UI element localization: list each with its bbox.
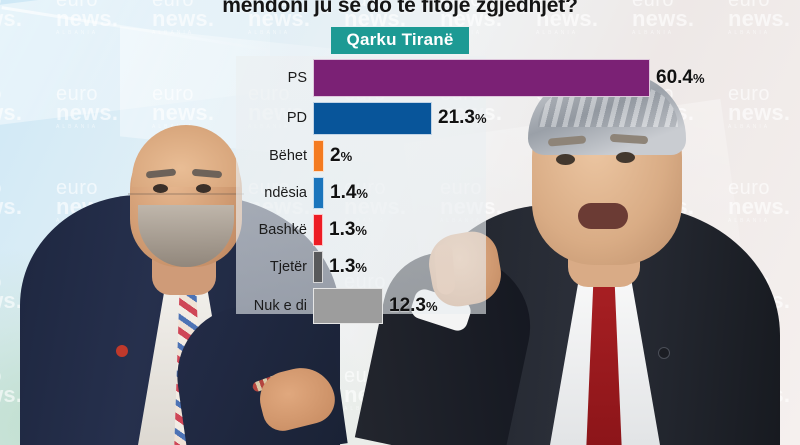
person-left-glasses [128,193,244,195]
bar-value: 1.3% [329,218,367,240]
person-right-lapel-mic [658,347,670,359]
person-right-eye-left [556,154,575,165]
bar-pd [313,101,432,135]
chart-row: PD 21.3% [0,99,800,137]
chart-row: ndësia 1.4% [0,174,800,211]
bar-label: Bashkë [258,221,307,238]
person-left-lapel-pin [116,345,128,357]
bar-label: Bëhet [269,147,307,164]
chart-row: PS 60.4% [0,56,800,99]
bar-label: ndësia [264,184,307,201]
chart-backdrop-panel [236,56,486,314]
bar-tjetër [313,250,323,283]
bar-and-value: 12.3% [313,287,438,324]
bar-value: 1.4% [330,181,368,203]
poll-region-banner: Qarku Tiranë [0,27,800,54]
bar-and-value: 1.3% [313,213,367,246]
person-left-eye-left [153,184,168,193]
bar-label: PD [286,110,307,126]
bar-and-value: 1.4% [313,176,368,209]
person-right [354,15,780,445]
bar-value: 12.3% [389,294,438,316]
bar-value: 1.3% [329,255,367,277]
poll-graphic-overlay: mendoni ju se do të fitojë zgjedhjet? Qa… [0,0,800,324]
bar-and-value: 1.3% [313,250,367,283]
bar-nuk-e-di [313,287,383,324]
bar-bashkë [313,213,323,246]
bar-label: Tjetër [269,258,307,275]
bar-and-value: 60.4% [313,58,705,97]
bar-ndësia [313,176,324,209]
bar-ps [313,58,650,97]
bar-label: Nuk e di [253,297,307,314]
poll-question-title: mendoni ju se do të fitojë zgjedhjet? [222,0,578,17]
chart-row: Bashkë 1.3% [0,211,800,248]
bar-value: 2% [330,144,353,166]
person-left [20,70,348,445]
bar-and-value: 21.3% [313,101,487,135]
chart-row: Tjetër 1.3% [0,248,800,285]
bar-value: 21.3% [438,107,487,128]
chart-row: Nuk e di 12.3% [0,285,800,326]
bar-bëhet [313,139,324,172]
person-left-eye-right [196,184,211,193]
poll-region-label: Qarku Tiranë [330,27,470,54]
person-right-eye-right [616,152,635,163]
bar-label: PS [287,69,307,86]
bar-and-value: 2% [313,139,353,172]
poll-bar-chart: PS 60.4% PD 21.3% Bëhet 2% ndësia 1.4% Bashkë 1.3… [0,56,800,326]
person-right-mouth [578,203,628,229]
chart-row: Bëhet 2% [0,137,800,174]
bar-value: 60.4% [656,66,705,88]
